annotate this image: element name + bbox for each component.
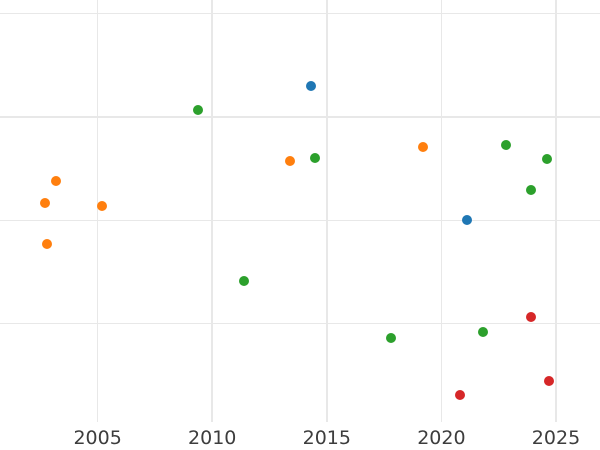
scatter-point-orange xyxy=(285,156,296,167)
scatter-point-green xyxy=(239,276,250,287)
x-gridline xyxy=(440,0,443,422)
x-axis: 2005 2010 2015 2020 2025 xyxy=(0,422,600,450)
scatter-point-green xyxy=(500,139,511,150)
x-tick-label: 2005 xyxy=(73,427,122,449)
scatter-point-green xyxy=(193,104,204,115)
x-gridline xyxy=(96,0,99,422)
scatter-point-green xyxy=(525,185,536,196)
x-tick-label: 2020 xyxy=(417,427,466,449)
y-gridline xyxy=(0,322,600,325)
scatter-point-red xyxy=(454,390,465,401)
x-gridline xyxy=(211,0,213,422)
scatter-point-red xyxy=(544,375,555,386)
scatter-point-green xyxy=(385,333,396,344)
scatter-point-red xyxy=(525,311,536,322)
scatter-point-orange xyxy=(97,200,108,211)
x-gridline xyxy=(555,0,557,422)
scatter-point-green xyxy=(541,154,552,165)
scatter-point-green xyxy=(310,153,321,164)
scatter-point-green xyxy=(477,327,488,337)
y-gridline xyxy=(0,219,600,222)
scatter-point-blue xyxy=(461,215,472,226)
y-gridline xyxy=(0,12,600,15)
y-gridline xyxy=(0,116,600,118)
scatter-point-orange xyxy=(51,176,62,186)
x-tick-label: 2010 xyxy=(188,427,237,449)
scatter-point-orange xyxy=(418,141,429,152)
scatter-point-blue xyxy=(305,80,316,91)
plot-area xyxy=(0,0,600,422)
x-tick-label: 2015 xyxy=(302,427,351,449)
scatter-point-orange xyxy=(39,197,50,208)
x-tick-label: 2025 xyxy=(531,427,581,449)
x-gridline xyxy=(326,0,328,422)
scatter-point-orange xyxy=(42,239,53,250)
